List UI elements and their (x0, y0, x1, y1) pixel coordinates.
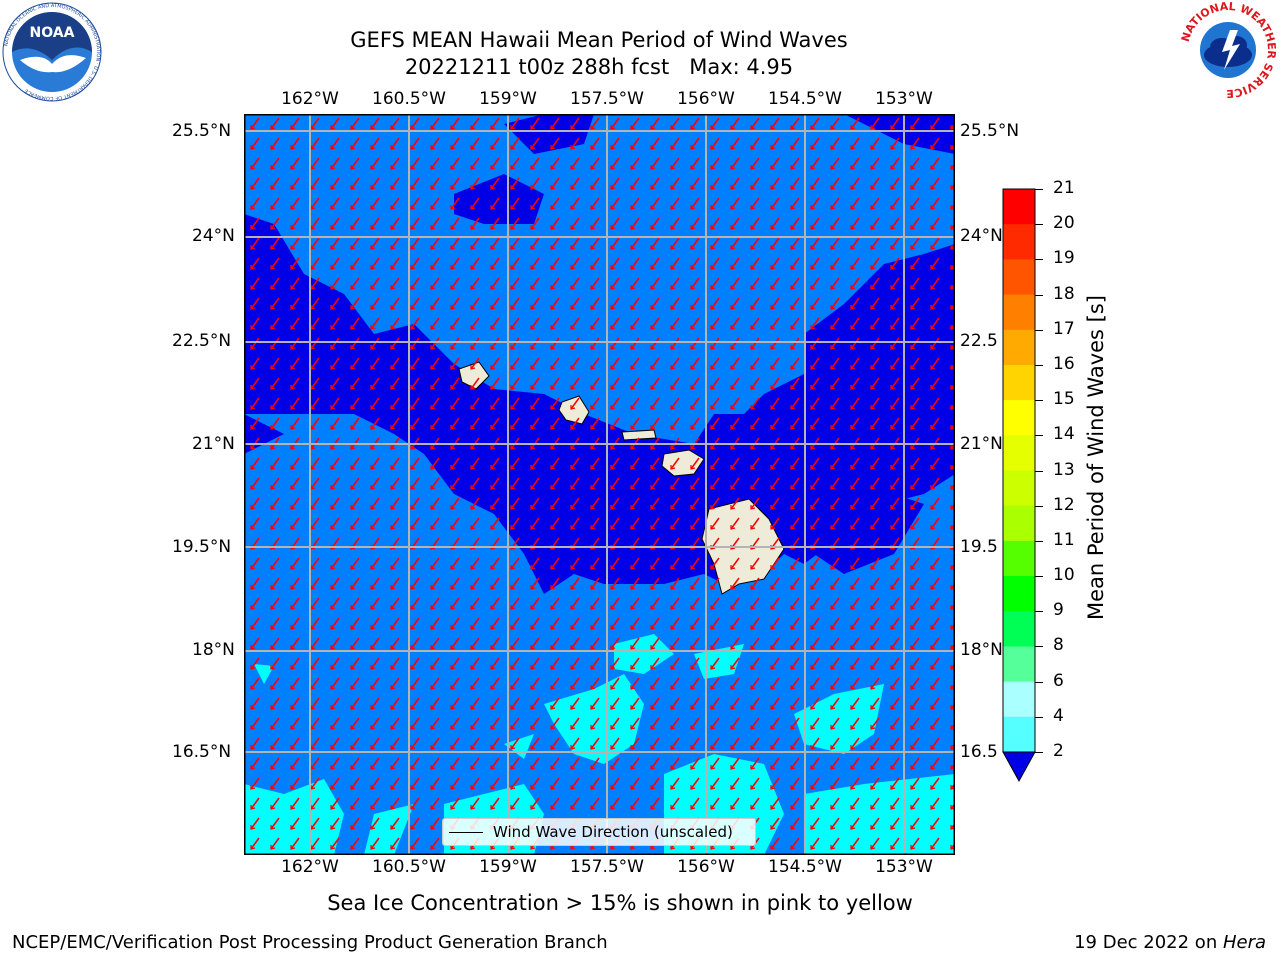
footer-date: 19 Dec 2022 on (1074, 932, 1223, 953)
lon-tick-bottom: 156°W (677, 857, 735, 877)
nws-logo: NATIONAL WEATHER SERVICE (1179, 0, 1278, 100)
lon-tick-top: 156°W (677, 89, 735, 109)
colorbar-tick-label: 2 (1053, 741, 1064, 761)
colorbar-tick-label: 19 (1053, 248, 1075, 269)
lat-tick-right: 25.5°N (960, 121, 1020, 141)
footer-host: Hera (1222, 932, 1266, 953)
lat-tick-right: 22.5 (960, 331, 998, 351)
colorbar-band (1003, 329, 1035, 366)
lat-tick-left: 22.5°N (172, 331, 232, 351)
colorbar-tick-label: 6 (1053, 670, 1064, 691)
map-panel (244, 114, 955, 855)
map-legend: Wind Wave Direction (unscaled) (442, 818, 756, 846)
colorbar-tick-label: 17 (1053, 318, 1075, 339)
colorbar-extend-arrow (1002, 751, 1036, 783)
colorbar-tick-mark (1035, 681, 1043, 683)
colorbar-tick-mark (1035, 505, 1043, 507)
colorbar-tick-label: 4 (1053, 705, 1064, 726)
colorbar-band (1003, 681, 1035, 718)
noaa-logo: NOAA NATIONAL OCEANIC AND ATMOSPHERIC AD… (2, 2, 102, 102)
colorbar-tick-mark (1035, 259, 1043, 261)
lon-tick-top: 154.5°W (768, 89, 842, 109)
colorbar-tick-label: 16 (1053, 353, 1075, 374)
colorbar-tick-mark (1035, 329, 1043, 331)
lon-tick-bottom: 154.5°W (768, 857, 842, 877)
footer-left: NCEP/EMC/Verification Post Processing Pr… (12, 932, 608, 953)
colorbar-band (1003, 364, 1035, 401)
colorbar-band (1003, 646, 1035, 683)
chart-title-line2: 20221211 t00z 288h fcst Max: 4.95 (404, 55, 794, 79)
colorbar-band (1003, 470, 1035, 507)
lon-tick-top: 162°W (281, 89, 339, 109)
colorbar-tick-mark (1035, 189, 1043, 190)
legend-label: Wind Wave Direction (unscaled) (493, 823, 733, 841)
chart-title-line1: GEFS MEAN Hawaii Mean Period of Wind Wav… (350, 28, 848, 52)
lat-tick-left: 24°N (192, 226, 235, 246)
colorbar-tick-mark (1035, 576, 1043, 578)
map-gridlines (244, 114, 955, 855)
lon-tick-bottom: 157.5°W (570, 857, 644, 877)
colorbar-tick-mark (1035, 435, 1043, 437)
footer-right: 19 Dec 2022 on Hera (1074, 932, 1266, 953)
lon-tick-bottom: 153°W (875, 857, 933, 877)
colorbar-tick-mark (1035, 400, 1043, 402)
colorbar-band (1003, 611, 1035, 647)
colorbar-tick-mark (1035, 540, 1043, 542)
lat-tick-left: 25.5°N (172, 121, 232, 141)
colorbar-band (1003, 294, 1035, 331)
colorbar-tick-label: 10 (1053, 565, 1075, 586)
lon-tick-top: 153°W (875, 89, 933, 109)
colorbar-tick-label: 14 (1053, 424, 1075, 445)
lon-tick-bottom: 159°W (479, 857, 537, 877)
colorbar-tick-label: 20 (1053, 213, 1075, 234)
lat-tick-right: 21°N (960, 434, 1003, 454)
lon-tick-top: 157.5°W (570, 89, 644, 109)
colorbar-band (1003, 224, 1035, 260)
lon-tick-top: 160.5°W (372, 89, 446, 109)
colorbar-tick-mark (1035, 752, 1043, 753)
colorbar-tick-mark (1035, 364, 1043, 366)
colorbar-band (1003, 505, 1035, 542)
colorbar-tick-label: 11 (1053, 529, 1075, 550)
lon-tick-bottom: 160.5°W (372, 857, 446, 877)
colorbar-tick-label: 21 (1053, 178, 1075, 198)
lat-tick-left: 19.5°N (172, 537, 232, 557)
legend-line-icon (449, 832, 483, 833)
colorbar-tick-label: 15 (1053, 389, 1075, 410)
colorbar-tick-mark (1035, 294, 1043, 296)
lat-tick-left: 18°N (192, 640, 235, 660)
noaa-logo-text: NOAA (30, 25, 75, 41)
colorbar-label: Mean Period of Wind Waves [s] (1084, 295, 1108, 620)
colorbar-tick-mark (1035, 224, 1043, 226)
wind-direction-arrows (244, 114, 955, 855)
colorbar-tick-label: 8 (1053, 635, 1064, 656)
colorbar (1002, 188, 1036, 783)
lat-tick-left: 16.5°N (172, 742, 232, 762)
colorbar-band (1003, 435, 1035, 471)
colorbar-tick-mark (1035, 716, 1043, 718)
colorbar-tick-label: 9 (1053, 600, 1064, 621)
colorbar-tick-label: 18 (1053, 283, 1075, 304)
colorbar-band (1003, 189, 1035, 225)
lat-tick-left: 21°N (192, 434, 235, 454)
colorbar-band (1003, 576, 1035, 612)
lat-tick-right: 19.5 (960, 537, 998, 557)
colorbar-tick-label: 13 (1053, 459, 1075, 480)
sea-ice-note: Sea Ice Concentration > 15% is shown in … (327, 891, 913, 915)
colorbar-band (1003, 540, 1035, 577)
colorbar-tick-mark (1035, 470, 1043, 472)
colorbar-band (1003, 716, 1035, 753)
lon-tick-top: 159°W (479, 89, 537, 109)
colorbar-band (1003, 400, 1035, 436)
colorbar-band (1003, 259, 1035, 296)
lon-tick-bottom: 162°W (281, 857, 339, 877)
colorbar-tick-mark (1035, 646, 1043, 648)
map-frame (244, 114, 955, 855)
colorbar-tick-mark (1035, 611, 1043, 613)
colorbar-tick-label: 12 (1053, 494, 1075, 515)
lat-tick-right: 18°N (960, 640, 1003, 660)
lat-tick-right: 24°N (960, 226, 1003, 246)
lat-tick-right: 16.5 (960, 742, 998, 762)
